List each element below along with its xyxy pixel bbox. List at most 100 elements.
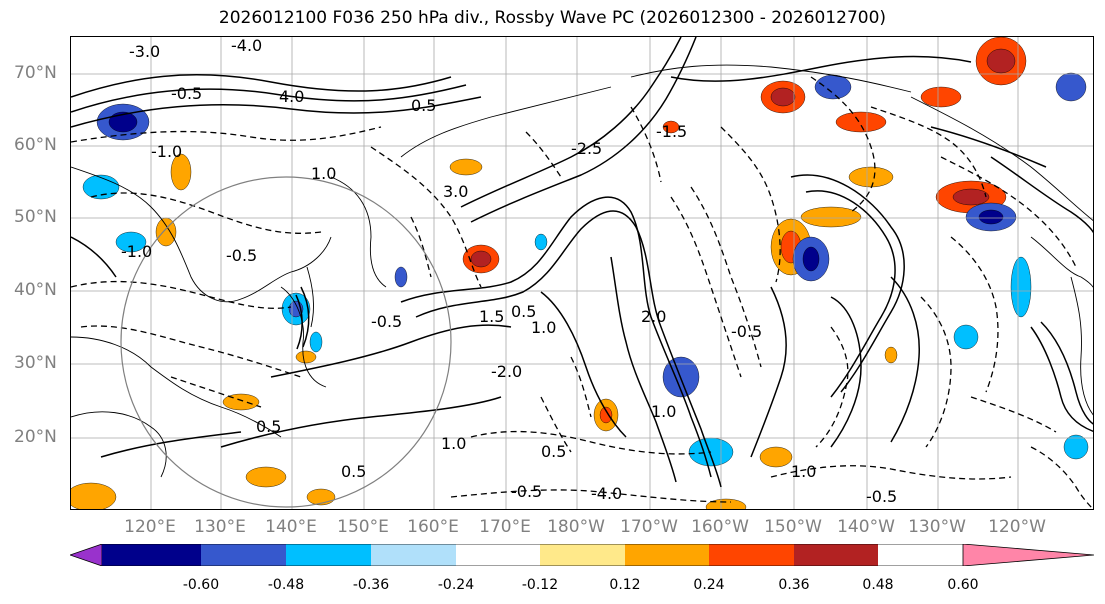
- coastline-segment: [400, 86, 612, 158]
- divergence-patch: [978, 209, 1004, 225]
- divergence-patch: [986, 48, 1016, 74]
- positive-contour: [71, 74, 452, 98]
- contour-value-label: 1.5: [479, 307, 504, 326]
- contour-value-label: -0.5: [226, 246, 257, 265]
- map-canvas: -3.0 -4.0 -0.5 4.0 -1.0 1.0 -0.5 0.5 -2.5 -1.5 3.0…: [71, 37, 1093, 509]
- coastline-segment: [1070, 276, 1093, 416]
- contour-value-label: -4.0: [231, 37, 262, 55]
- longitude-label: 180°W: [547, 517, 605, 537]
- latitude-label: 30°N: [14, 353, 57, 373]
- negative-contour: [1030, 446, 1093, 509]
- latitude-label: 70°N: [14, 63, 57, 83]
- negative-contour: [71, 280, 292, 309]
- divergence-patch: [534, 233, 548, 251]
- contour-value-label: -1.5: [656, 122, 687, 141]
- positive-contour: [1040, 321, 1093, 425]
- negative-contour: [630, 106, 662, 183]
- coastline-segment: [1030, 236, 1093, 288]
- negative-contour: [410, 216, 432, 278]
- divergence-patch: [115, 231, 147, 253]
- divergence-patch: [662, 120, 680, 134]
- colorbar-tick-label: 0.48: [862, 577, 894, 593]
- negative-contour: [720, 126, 781, 283]
- divergence-patch: [814, 74, 852, 100]
- divergence-patch: [802, 246, 820, 272]
- negative-contour: [71, 126, 382, 143]
- contour-value-label: 1.0: [441, 434, 466, 453]
- negative-contour: [540, 396, 572, 453]
- divergence-patch: [920, 86, 962, 108]
- contour-value-label: -0.5: [371, 312, 402, 331]
- contour-value-label: -0.5: [511, 482, 542, 501]
- divergence-patch: [835, 111, 887, 133]
- longitude-label: 140°E: [265, 517, 317, 537]
- negative-contour: [690, 186, 762, 368]
- negative-contour: [950, 236, 999, 393]
- latitude-label: 50°N: [14, 207, 57, 227]
- contour-value-label: -0.5: [171, 84, 202, 103]
- colorbar-segment: [540, 544, 625, 566]
- longitude-label: 170°W: [620, 517, 678, 537]
- divergence-patch: [108, 111, 138, 133]
- contour-value-label: 3.0: [443, 182, 468, 201]
- contour-value-label: -2.5: [571, 139, 602, 158]
- coastline-segment: [280, 286, 327, 388]
- colorbar-segment: [456, 544, 540, 566]
- latitude-label: 60°N: [14, 135, 57, 155]
- contour-value-label: -3.0: [129, 42, 160, 61]
- colorbar-tick-label: 0.36: [778, 577, 810, 593]
- positive-contour: [300, 286, 310, 348]
- contour-value-label: 0.5: [341, 462, 366, 481]
- divergence-patch: [1010, 256, 1032, 318]
- colorbar-tick-label: -0.12: [521, 577, 559, 593]
- negative-contour: [570, 356, 592, 418]
- negative-contour: [815, 326, 849, 448]
- longitude-label: 160°E: [407, 517, 459, 537]
- colorbar-tick-label: -0.48: [267, 577, 305, 593]
- colorbar-tick-label: 0.24: [693, 577, 725, 593]
- divergence-patch: [1055, 72, 1087, 102]
- positive-contour: [470, 37, 697, 223]
- contour-labels: -3.0 -4.0 -0.5 4.0 -1.0 1.0 -0.5 0.5 -2.5 -1.5 3.0…: [121, 37, 897, 506]
- contour-value-label: -2.0: [491, 362, 522, 381]
- contour-value-label: 1.0: [311, 164, 336, 183]
- positive-contour: [670, 55, 972, 82]
- latitude-label: 20°N: [14, 427, 57, 447]
- colorbar-segment: [709, 544, 794, 566]
- colorbar-tick-label: 0.12: [609, 577, 641, 593]
- colorbar: [70, 544, 1094, 566]
- divergence-patch: [71, 482, 117, 509]
- colorbar-segment: [371, 544, 456, 566]
- positive-contour: [830, 296, 862, 448]
- longitude-label: 120°W: [988, 517, 1046, 537]
- divergence-patch: [848, 166, 894, 188]
- negative-contour: [870, 106, 987, 198]
- negative-contour: [525, 131, 562, 178]
- negative-contour: [170, 376, 262, 408]
- positive-contour: [750, 286, 787, 458]
- colorbar-tick-label: -0.24: [437, 577, 475, 593]
- contour-value-label: -0.5: [866, 487, 897, 506]
- divergence-patch: [245, 466, 287, 488]
- negative-contour: [770, 465, 1012, 480]
- divergence-patch: [952, 188, 990, 206]
- contour-value-label: 2.0: [641, 307, 666, 326]
- longitude-label: 140°W: [837, 517, 895, 537]
- positive-contour: [400, 196, 712, 478]
- divergence-patch: [470, 250, 492, 268]
- negative-contour: [80, 325, 302, 378]
- map-gridlines: [71, 37, 1093, 509]
- positive-contour: [930, 126, 1047, 168]
- rossby-wave-contours: [71, 37, 1093, 509]
- range-circle: [120, 176, 452, 508]
- colorbar-segment: [102, 544, 201, 566]
- longitude-label: 130°E: [194, 517, 246, 537]
- map-panel: -3.0 -4.0 -0.5 4.0 -1.0 1.0 -0.5 0.5 -2.5 -1.5 3.0…: [70, 36, 1094, 510]
- positive-contour: [1030, 326, 1093, 433]
- contour-value-label: -1.0: [151, 142, 182, 161]
- contour-value-label: 4.0: [279, 87, 304, 106]
- divergence-patch: [449, 158, 483, 176]
- contour-value-label: 0.5: [541, 442, 566, 461]
- negative-contour: [90, 192, 322, 234]
- negative-contour: [670, 196, 742, 378]
